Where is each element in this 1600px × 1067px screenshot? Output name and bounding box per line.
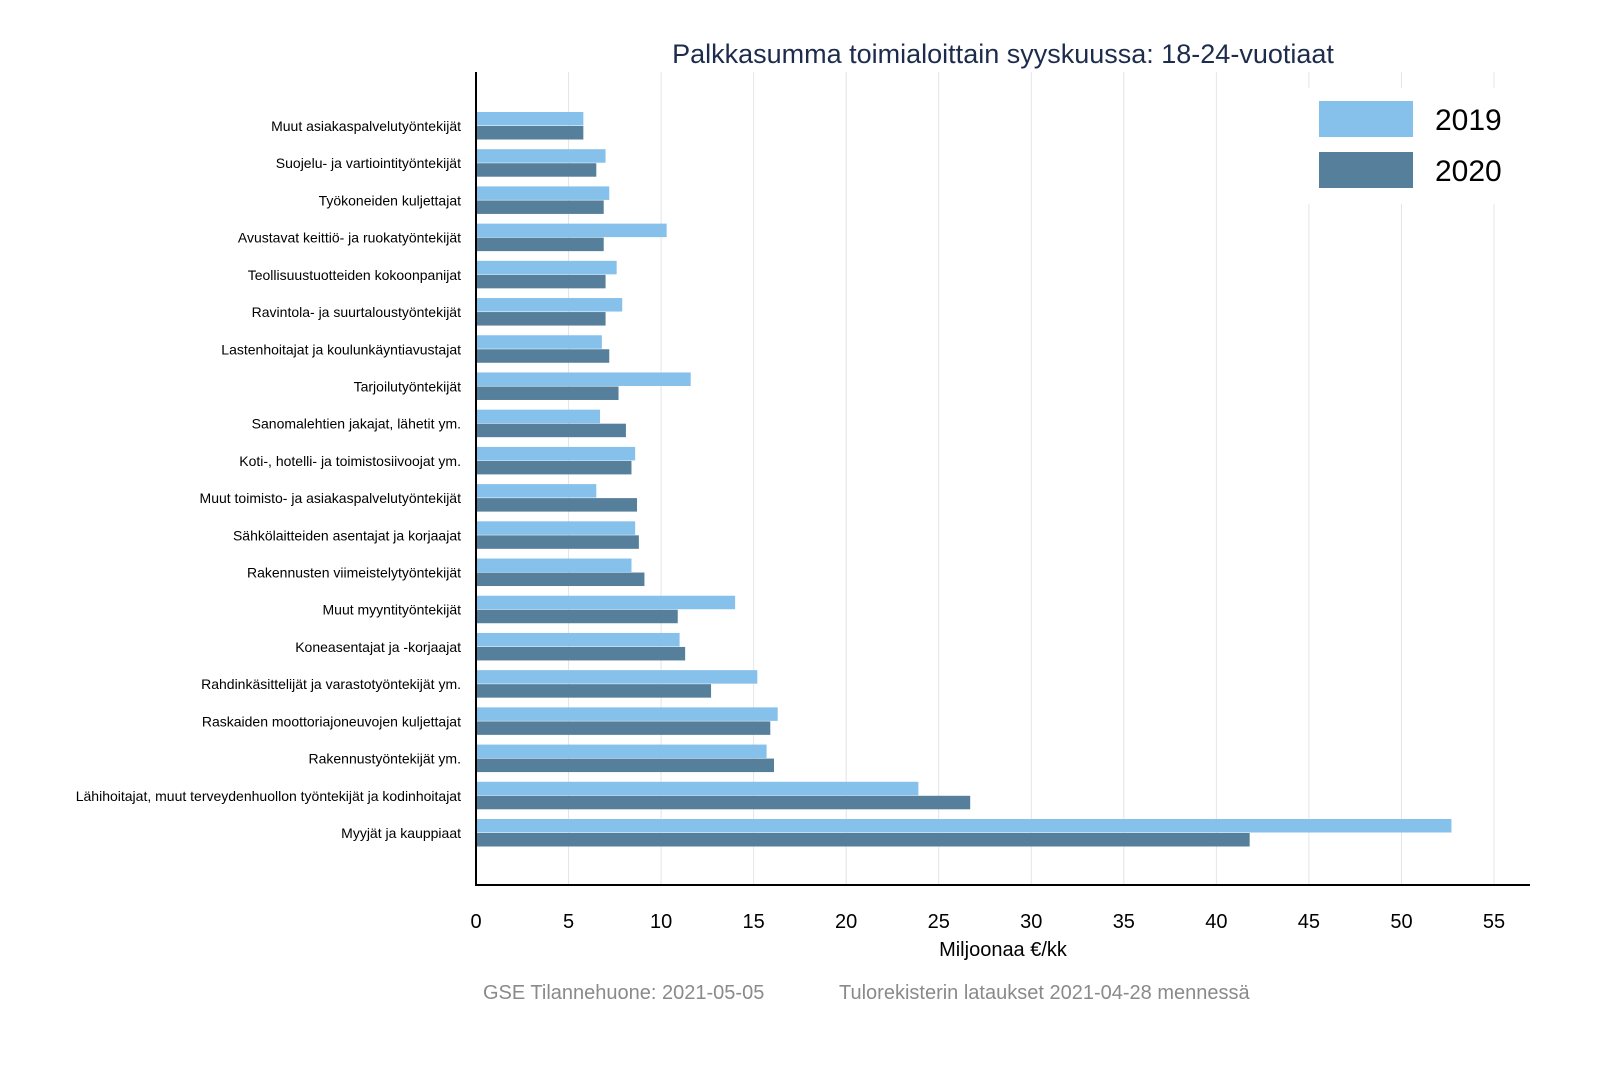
bar-2020: [476, 386, 619, 400]
bar-2019: [476, 409, 601, 424]
category-label: Teollisuustuotteiden kokoonpanijat: [248, 267, 461, 283]
bar-2020: [476, 312, 606, 326]
category-label: Muut toimisto- ja asiakaspalvelutyönteki…: [200, 490, 462, 506]
category-label: Suojelu- ja vartiointityöntekijät: [276, 155, 461, 171]
category-label: Sähkölaitteiden asentajat ja korjaajat: [233, 527, 461, 543]
category-label: Muut myyntityöntekijät: [323, 602, 462, 618]
legend-label-2020: 2020: [1435, 155, 1502, 188]
bar-2020: [476, 274, 606, 289]
bar-2019: [476, 670, 758, 684]
x-tick-label: 10: [650, 911, 672, 933]
category-label: Lastenhoitajat ja koulunkäyntiavustajat: [221, 341, 461, 357]
x-tick-label: 50: [1390, 911, 1412, 933]
x-tick-label: 15: [743, 911, 765, 933]
bar-2020: [476, 646, 686, 661]
x-tick-label: 20: [835, 911, 857, 933]
bar-2019: [476, 186, 610, 200]
bar-2019: [476, 819, 1452, 833]
x-tick-label: 55: [1483, 911, 1505, 933]
bar-2019: [476, 223, 667, 238]
bar-2019: [476, 632, 680, 647]
category-label: Avustavat keittiö- ja ruokatyöntekijät: [238, 230, 461, 246]
bar-2019: [476, 372, 691, 386]
bar-2019: [476, 260, 617, 275]
bar-2019: [476, 707, 778, 721]
category-label: Tarjoilutyöntekijät: [354, 378, 461, 394]
bar-2020: [476, 163, 597, 177]
bar-2020: [476, 572, 645, 587]
x-tick-label: 30: [1020, 911, 1042, 933]
category-label: Sanomalehtien jakajat, lähetit ym.: [252, 416, 461, 432]
category-labels: Muut asiakaspalvelutyöntekijät Suojelu- j…: [76, 118, 461, 841]
legend-swatch-2019: [1319, 101, 1413, 137]
x-tick-label: 35: [1113, 911, 1135, 933]
category-label: Ravintola- ja suurtaloustyöntekijät: [252, 304, 461, 320]
category-label: Muut asiakaspalvelutyöntekijät: [271, 118, 461, 134]
bar-2019: [476, 781, 919, 796]
category-label: Lähihoitajat, muut terveydenhuollon työn…: [76, 788, 461, 804]
bar-2020: [476, 684, 712, 698]
legend-label-2019: 2019: [1435, 104, 1502, 137]
category-label: Koneasentajat ja -korjaajat: [295, 639, 461, 655]
x-tick-label: 5: [563, 911, 574, 933]
x-tick-labels: 0 5 10 15 20 25 30 35 40 45 50 55: [470, 911, 1505, 933]
legend: 2019 2020: [1305, 88, 1510, 204]
bar-2019: [476, 298, 623, 312]
bar-2020: [476, 609, 678, 624]
bar-2019: [476, 595, 736, 610]
bars: [476, 112, 1452, 847]
x-tick-label: 25: [928, 911, 950, 933]
category-label: Rahdinkäsittelijät ja varastotyöntekijät…: [201, 676, 461, 692]
bar-2020: [476, 200, 604, 214]
bar-2020: [476, 795, 971, 810]
bar-2020: [476, 423, 626, 438]
bar-2020: [476, 535, 639, 549]
x-axis-label: Miljoonaa €/kk: [939, 939, 1068, 961]
chart-title: Palkkasumma toimialoittain syyskuussa: 1…: [672, 39, 1334, 69]
category-label: Koti-, hotelli- ja toimistosiivoojat ym.: [239, 453, 461, 469]
bar-2020: [476, 237, 604, 252]
x-tick-label: 45: [1298, 911, 1320, 933]
category-label: Myyjät ja kauppiaat: [341, 825, 461, 841]
bar-2020: [476, 126, 584, 140]
gridlines: [568, 72, 1495, 885]
bar-2019: [476, 112, 584, 126]
bar-2019: [476, 558, 632, 573]
bar-2020: [476, 498, 638, 512]
bar-2019: [476, 484, 597, 498]
bar-2019: [476, 521, 636, 535]
bar-2020: [476, 758, 774, 773]
bar-2020: [476, 460, 632, 475]
x-tick-label: 40: [1205, 911, 1227, 933]
bar-2019: [476, 149, 606, 163]
bar-2020: [476, 349, 610, 363]
bar-2020: [476, 721, 771, 735]
category-label: Rakennustyöntekijät ym.: [308, 751, 461, 767]
footer-note: Tulorekisterin lataukset 2021-04-28 menn…: [839, 982, 1250, 1004]
legend-swatch-2020: [1319, 152, 1413, 188]
category-label: Työkoneiden kuljettajat: [319, 192, 462, 208]
bar-2019: [476, 335, 602, 349]
category-label: Rakennusten viimeistelytyöntekijät: [247, 565, 461, 581]
x-tick-label: 0: [470, 911, 481, 933]
bar-2019: [476, 446, 636, 461]
bar-2019: [476, 744, 767, 759]
bar-2020: [476, 833, 1250, 847]
category-label: Raskaiden moottoriajoneuvojen kuljettaja…: [202, 713, 461, 729]
footer-source: GSE Tilannehuone: 2021-05-05: [483, 982, 764, 1004]
